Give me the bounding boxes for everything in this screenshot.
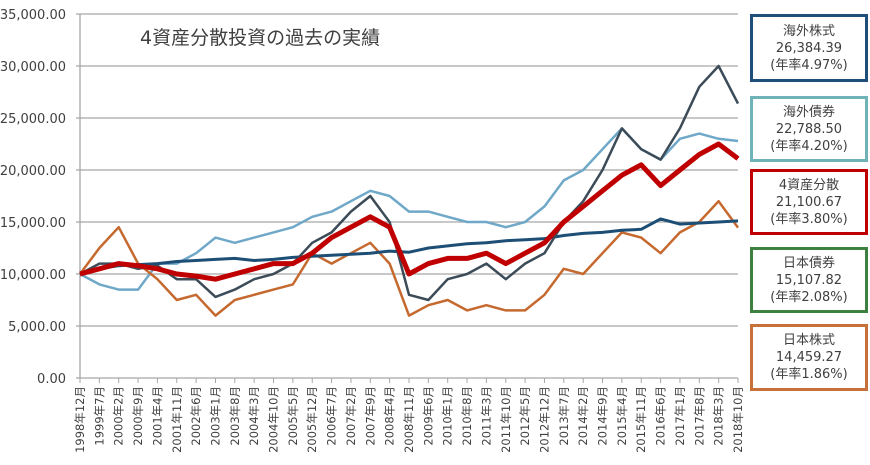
series-line-日本債券 xyxy=(79,217,739,276)
legend-name: 海外株式 xyxy=(782,23,835,39)
legend-name: 日本株式 xyxy=(782,333,835,348)
x-tick-label: 2000年2月 xyxy=(112,386,126,446)
y-tick-label: 10,000.00 xyxy=(0,268,66,283)
x-tick-label: 2003年8月 xyxy=(228,386,242,446)
x-tick-label: 2016年6月 xyxy=(654,386,668,446)
x-tick-label: 2005年5月 xyxy=(286,386,300,446)
x-tick-label: 2010年8月 xyxy=(460,386,474,446)
legend-name: 4資産分散 xyxy=(778,177,840,193)
y-tick-label: 5,000.00 xyxy=(8,320,66,335)
x-tick-label: 2017年1月 xyxy=(673,386,687,446)
y-tick-label: 0.00 xyxy=(37,372,66,387)
x-tick-label: 2008年11月 xyxy=(402,386,416,453)
legend-value: 14,459.27 xyxy=(775,350,843,365)
x-tick-label: 2014年9月 xyxy=(596,386,610,446)
x-tick-label: 1998年12月 xyxy=(73,386,87,453)
x-tick-label: 2008年4月 xyxy=(383,386,397,446)
x-tick-label: 2001年4月 xyxy=(150,386,164,446)
x-tick-label: 2009年6月 xyxy=(421,386,435,446)
y-tick-label: 35,000.00 xyxy=(0,8,66,23)
series-line-海外株式 xyxy=(79,64,740,302)
y-tick-label: 30,000.00 xyxy=(0,60,66,75)
x-tick-label: 2012年12月 xyxy=(537,386,551,453)
x-tick-label: 2006年7月 xyxy=(325,386,339,446)
x-tick-label: 2011年3月 xyxy=(479,386,493,446)
legend-rate: (年率2.08%) xyxy=(770,289,848,305)
x-tick-label: 2002年6月 xyxy=(189,386,203,446)
x-tick-label: 2004年3月 xyxy=(247,386,261,446)
legend-value: 15,107.82 xyxy=(775,272,843,288)
x-tick-label: 2015年4月 xyxy=(615,386,629,446)
legend-rate: (年率1.86%) xyxy=(770,367,848,382)
x-tick-label: 2003年1月 xyxy=(208,386,222,446)
legend-rate: (年率4.97%) xyxy=(770,57,848,73)
x-tick-label: 2007年9月 xyxy=(363,386,377,446)
x-tick-label: 2001年11月 xyxy=(170,386,184,453)
legend-name: 海外債券 xyxy=(782,104,835,120)
series-line-海外債券 xyxy=(79,127,739,291)
x-tick-label: 2018年10月 xyxy=(731,386,745,453)
legend-box-4-asset: 4資産分散 21,100.67 (年率3.80%) xyxy=(750,169,868,235)
legend-box-foreign-bond: 海外債券 22,788.50 (年率4.20%) xyxy=(750,96,868,162)
legend-rate: (年率4.20%) xyxy=(770,138,848,154)
series-line-4資産分散 xyxy=(79,141,740,282)
legend-box-japan-bond: 日本債券 15,107.82 (年率2.08%) xyxy=(750,247,868,313)
x-tick-label: 2011年10月 xyxy=(499,386,513,453)
x-tick-label: 2015年11月 xyxy=(634,386,648,453)
legend-name: 日本債券 xyxy=(782,255,835,271)
series-line-日本株式 xyxy=(78,199,740,317)
x-tick-label: 2010年1月 xyxy=(441,386,455,446)
y-tick-label: 20,000.00 xyxy=(0,164,66,179)
x-tick-label: 2013年7月 xyxy=(557,386,571,446)
legend-value: 22,788.50 xyxy=(775,121,843,137)
legend-rate: (年率3.80%) xyxy=(770,211,848,227)
legend-box-japan-stock: 日本株式 14,459.27 (年率1.86%) xyxy=(750,324,868,391)
x-tick-label: 2012年5月 xyxy=(518,386,532,446)
x-tick-label: 2018年3月 xyxy=(712,386,726,446)
x-tick-label: 2000年9月 xyxy=(131,386,145,446)
x-tick-label: 1999年7月 xyxy=(92,386,106,446)
x-tick-label: 2005年12月 xyxy=(305,386,319,453)
y-tick-label: 25,000.00 xyxy=(0,112,66,127)
x-tick-label: 2007年2月 xyxy=(344,386,358,446)
y-tick-label: 15,000.00 xyxy=(0,216,66,231)
legend-box-foreign-stock: 海外株式 26,384.39 (年率4.97%) xyxy=(750,14,868,82)
chart-title: 4資産分散投資の過去の実績 xyxy=(140,27,380,49)
legend-value: 26,384.39 xyxy=(775,40,843,56)
x-tick-label: 2014年2月 xyxy=(576,386,590,446)
legend-value: 21,100.67 xyxy=(775,194,843,210)
x-tick-label: 2017年8月 xyxy=(692,386,706,446)
x-tick-label: 2004年10月 xyxy=(267,386,281,453)
